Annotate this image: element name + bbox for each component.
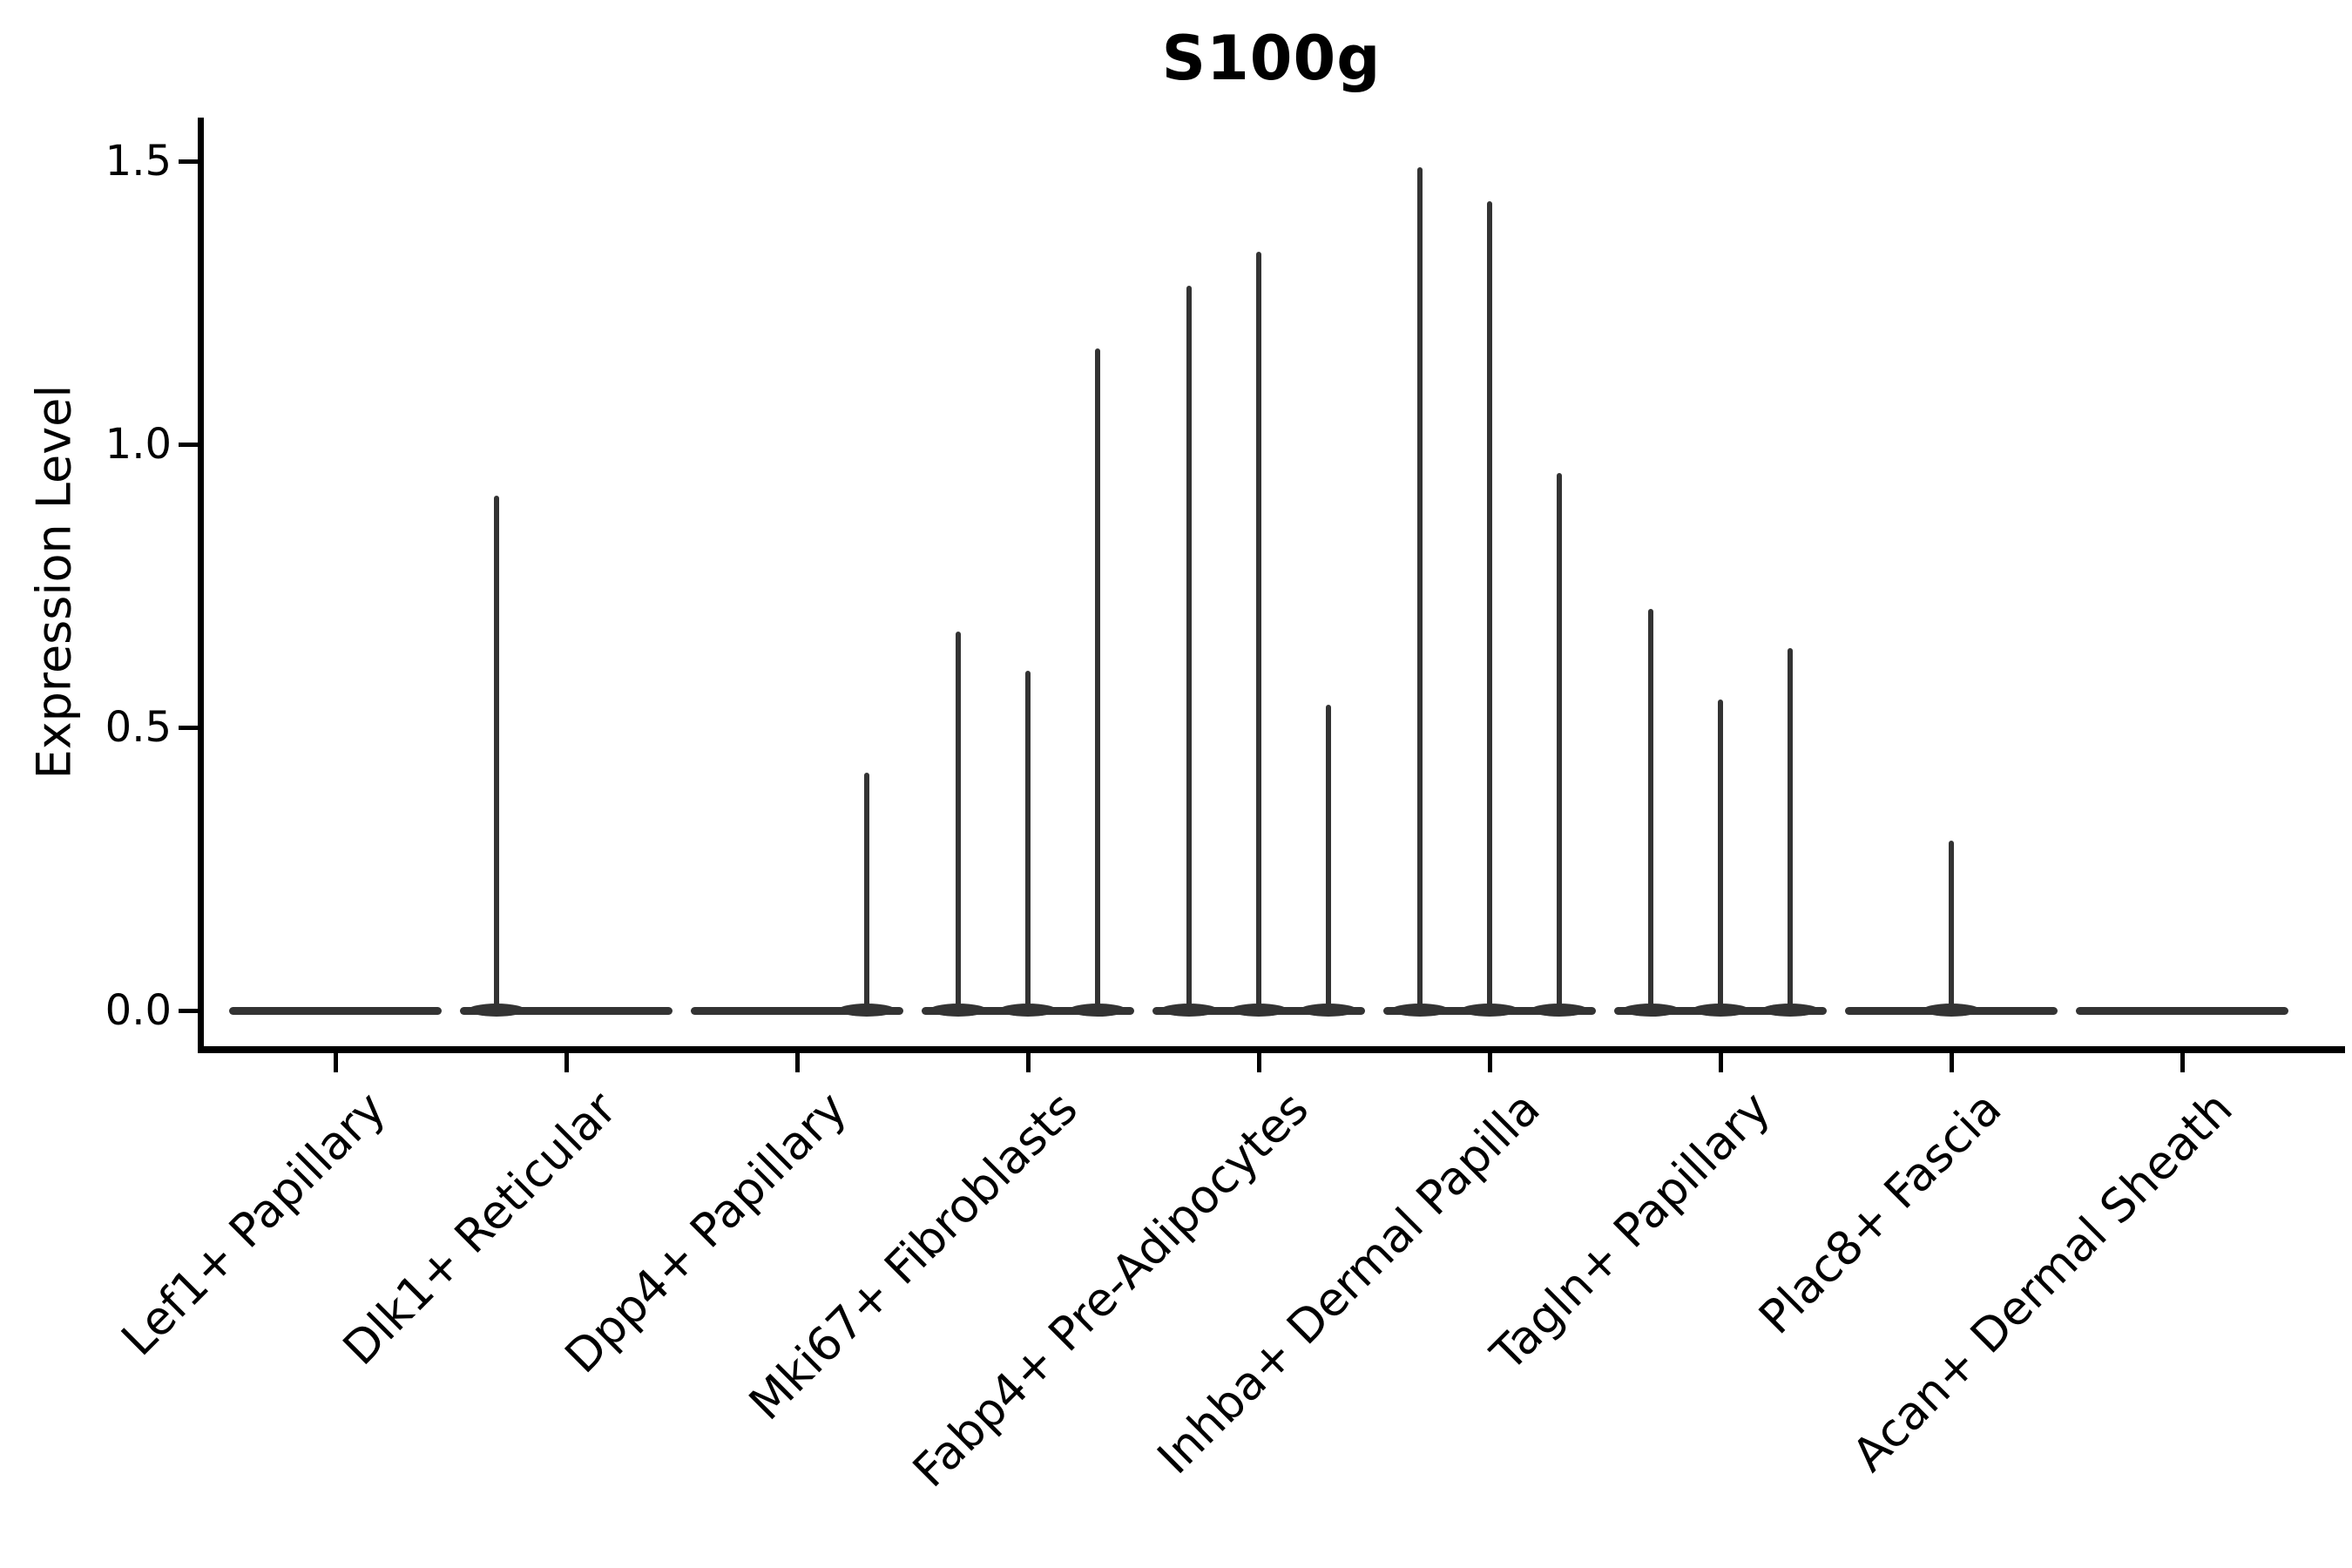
x-tick-label: Fabp4+ Pre-Adipocytes [902, 1082, 1320, 1498]
y-tick-mark [179, 726, 198, 730]
violin-spike [1417, 166, 1423, 1010]
x-tick-label: Acan+ Dermal Sheath [1842, 1082, 2243, 1483]
x-tick-mark [1719, 1053, 1723, 1072]
x-tick-mark [1257, 1053, 1261, 1072]
x-tick-mark [1488, 1053, 1492, 1072]
x-tick-label: Inhba+ Dermal Papilla [1147, 1082, 1551, 1485]
violin-spike [956, 631, 961, 1010]
violin-spike [1788, 648, 1793, 1010]
y-axis-spine [198, 118, 204, 1053]
y-tick-mark [179, 443, 198, 447]
violin-base [229, 1007, 442, 1015]
violin-base [460, 1007, 672, 1015]
violin-spike [1648, 608, 1653, 1010]
violin-spike [494, 495, 499, 1010]
x-tick-mark [1950, 1053, 1954, 1072]
x-tick-mark [334, 1053, 338, 1072]
violin-spike [864, 773, 869, 1010]
plot-title: S100g [1161, 23, 1382, 94]
y-tick-mark [179, 1009, 198, 1013]
y-tick-label: 1.5 [105, 137, 172, 186]
violin-spike [1095, 348, 1100, 1010]
violin-base [2076, 1007, 2288, 1015]
x-tick-mark [564, 1053, 569, 1072]
violin-spike [1949, 841, 1954, 1010]
violin-base [691, 1007, 903, 1015]
violin-spike [1487, 200, 1492, 1010]
y-tick-label: 0.5 [105, 703, 172, 752]
x-tick-mark [795, 1053, 800, 1072]
x-tick-mark [2180, 1053, 2185, 1072]
violin-spike [1025, 671, 1031, 1010]
x-axis-spine [198, 1046, 2345, 1053]
violin-spike [1326, 705, 1331, 1010]
x-tick-mark [1026, 1053, 1031, 1072]
violin-spike [1557, 472, 1562, 1010]
violin-spike [1256, 252, 1261, 1010]
violin-spike [1718, 699, 1723, 1010]
y-tick-label: 0.0 [105, 986, 172, 1035]
x-tick-label: Plac8+ Fascia [1748, 1082, 2012, 1345]
y-tick-label: 1.0 [105, 420, 172, 469]
y-tick-mark [179, 159, 198, 164]
violin-spike [1186, 286, 1192, 1010]
